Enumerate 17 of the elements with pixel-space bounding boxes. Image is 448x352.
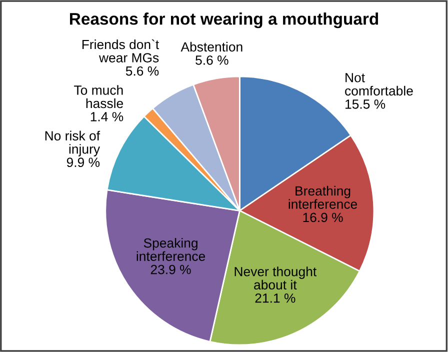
data-label: 5.6 % — [196, 55, 228, 65]
slice-label: Speaking interference — [136, 238, 206, 261]
data-label: 16.9 % — [303, 212, 343, 222]
slice-label: Friends don`t wear MGs — [82, 39, 160, 62]
data-label: 23.9 % — [150, 264, 191, 274]
data-label: 9.9 % — [66, 158, 100, 168]
data-label: 21.1 % — [255, 293, 296, 303]
slice-label: No risk of injury — [45, 130, 100, 156]
chart-title: Reasons for not wearing a mouthguard — [70, 12, 378, 28]
slice-label: Breathing interference — [288, 186, 358, 209]
slice-label: Abstention — [180, 42, 242, 52]
slice-label: Not comfortable — [345, 73, 413, 96]
data-label: 15.5 % — [346, 100, 386, 109]
slice-label: Never thought about it — [234, 266, 317, 290]
data-label: 1.4 % — [90, 112, 124, 122]
slice-label: To much hassle — [74, 85, 124, 108]
data-label: 5.6 % — [126, 66, 159, 76]
